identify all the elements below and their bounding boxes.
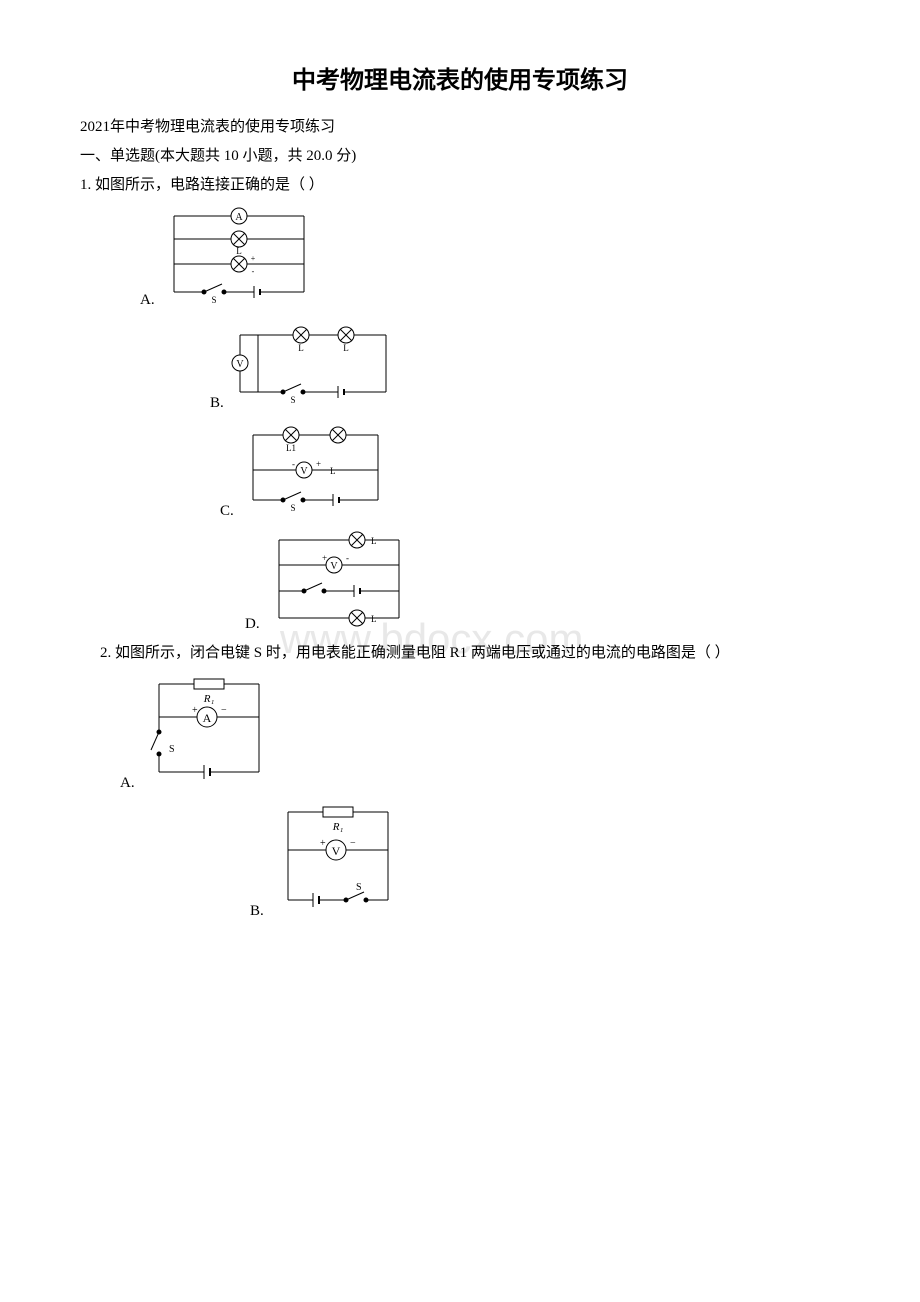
q1-circuit-d: L + V - xyxy=(264,528,414,633)
q2-option-a-label: A. xyxy=(120,775,135,792)
svg-text:V: V xyxy=(330,561,338,572)
svg-text:V: V xyxy=(331,844,340,858)
svg-text:L: L xyxy=(371,614,377,624)
q1-option-b-label: B. xyxy=(210,395,224,412)
q2-option-b-label: B. xyxy=(250,903,264,920)
svg-text:+: + xyxy=(320,838,326,849)
document-subtitle: 2021年中考物理电流表的使用专项练习 xyxy=(80,115,840,136)
svg-text:L: L xyxy=(330,466,336,476)
svg-text:A: A xyxy=(202,711,211,725)
svg-text:−: − xyxy=(221,705,227,716)
svg-text:S: S xyxy=(290,503,295,513)
svg-text:V: V xyxy=(300,466,308,477)
svg-text:S: S xyxy=(211,295,216,304)
section-heading: 一、单选题(本大题共 10 小题，共 20.0 分) xyxy=(80,144,840,165)
svg-text:R₁: R₁ xyxy=(331,821,343,833)
svg-text:-: - xyxy=(251,267,254,276)
q1-option-c-label: C. xyxy=(220,503,234,520)
q1-option-c-row: C. L1 - xyxy=(220,420,840,520)
q1-option-d-row: D. L + V - xyxy=(245,528,840,633)
svg-text:-: - xyxy=(292,459,295,469)
svg-text:S: S xyxy=(290,395,295,405)
q1-circuit-b: V L L xyxy=(228,317,398,412)
svg-text:L: L xyxy=(371,536,377,546)
svg-text:V: V xyxy=(236,359,244,370)
svg-text:L: L xyxy=(298,343,304,353)
q2-prompt: 2. 如图所示，闭合电键 S 时，用电表能正确测量电阻 R1 两端电压或通过的电… xyxy=(100,641,840,662)
q1-circuit-a: A L + - xyxy=(159,204,319,309)
svg-text:S: S xyxy=(169,744,175,755)
svg-text:L: L xyxy=(236,246,242,256)
q1-option-d-label: D. xyxy=(245,616,260,633)
q2-option-a-row: A. R₁ + A − xyxy=(120,672,840,792)
q2-circuit-a: R₁ + A − S xyxy=(139,672,279,792)
svg-text:R₁: R₁ xyxy=(202,693,214,705)
q1-circuit-c: L1 - V + L xyxy=(238,420,393,520)
page-container: 中考物理电流表的使用专项练习 2021年中考物理电流表的使用专项练习 一、单选题… xyxy=(80,60,840,920)
q2-option-b-row: B. R₁ + V − xyxy=(250,800,840,920)
q1-option-a-label: A. xyxy=(140,292,155,309)
svg-text:L1: L1 xyxy=(286,443,296,453)
q1-option-b-row: B. V L xyxy=(210,317,840,412)
q2-circuit-b: R₁ + V − xyxy=(268,800,408,920)
svg-text:S: S xyxy=(356,882,362,893)
document-title: 中考物理电流表的使用专项练习 xyxy=(80,60,840,95)
svg-text:+: + xyxy=(316,459,321,469)
svg-text:A: A xyxy=(235,212,243,223)
svg-text:-: - xyxy=(346,553,349,563)
q1-prompt: 1. 如图所示，电路连接正确的是（ ） xyxy=(80,173,840,194)
q1-option-a-row: A. A L xyxy=(140,204,840,309)
svg-text:L: L xyxy=(343,343,349,353)
svg-text:−: − xyxy=(350,838,356,849)
svg-text:+: + xyxy=(250,254,255,263)
